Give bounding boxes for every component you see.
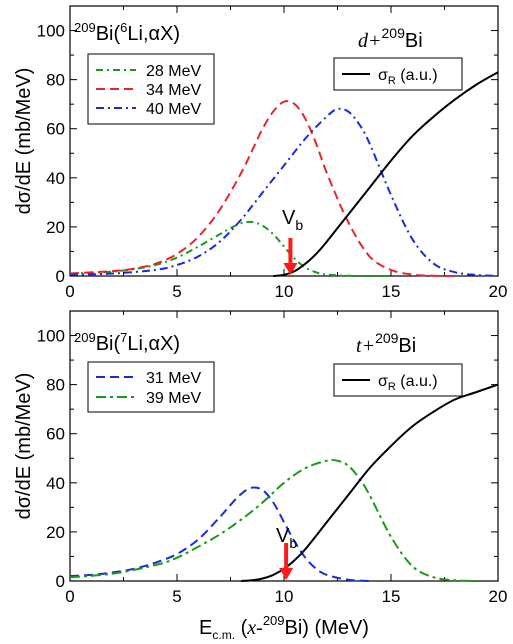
reaction-bottom-sup: 209	[375, 330, 399, 346]
title-bottom-sup: 7	[120, 330, 127, 345]
y-tick-label: 20	[46, 523, 65, 542]
barrier-arrow-top	[283, 238, 298, 275]
barrier-arrow-bottom	[279, 543, 294, 580]
series-line-0	[69, 220, 391, 277]
y-tick-label: 80	[46, 376, 65, 395]
reaction-top-pre: d+	[358, 30, 382, 52]
x-tick-label: 5	[172, 587, 181, 606]
title-top-post: Li,αX)	[127, 23, 180, 45]
x-tick-label: 10	[275, 587, 294, 606]
x-tick-label: 20	[489, 587, 508, 606]
legend-label-28mev: 28 MeV	[146, 63, 201, 80]
legend-label-sigma-bottom: σR (a.u.)	[378, 373, 438, 393]
panel-title-bottom: 209Bi(7Li,αX)	[74, 330, 180, 355]
y-tick-label: 100	[37, 22, 65, 41]
y-tick-label: 60	[46, 425, 65, 444]
sigma-bottom-main: σ	[378, 373, 388, 390]
x-tick-label: 20	[489, 282, 508, 301]
series-line-0	[69, 486, 370, 582]
panel-title-top: 209Bi(6Li,αX)	[74, 20, 180, 45]
barrier-top-sub: b	[295, 217, 303, 233]
series-line-2	[69, 107, 499, 277]
reaction-label-bottom: t+209Bi	[356, 330, 416, 357]
reaction-bottom-pre: t+	[356, 335, 375, 357]
xlabel-ital: x-	[246, 617, 263, 639]
y-tick-label: 40	[46, 169, 65, 188]
x-tick-label: 0	[65, 282, 74, 301]
xlabel-post: Bi) (MeV)	[285, 617, 369, 639]
y-tick-label: 0	[56, 267, 65, 286]
series-line-1	[69, 458, 477, 582]
title-bottom-pre: 209	[74, 330, 96, 345]
barrier-label-bottom: Vb	[276, 525, 297, 551]
plot-frame-top	[69, 5, 499, 277]
y-tick-label: 20	[46, 218, 65, 237]
y-axis-label-top: dσ/dE (mb/MeV)	[13, 68, 35, 215]
y-tick-label: 80	[46, 71, 65, 90]
axis-ticks-bottom: 0 5 10 15 20 0 20 40 60 80 100	[37, 311, 508, 606]
y-tick-label: 100	[37, 327, 65, 346]
sigma-top-post: (a.u.)	[396, 67, 438, 84]
series-line-2	[241, 383, 499, 582]
x-tick-label: 10	[275, 282, 294, 301]
barrier-label-top: Vb	[282, 207, 303, 233]
xlabel-sub: c.m.	[212, 628, 235, 642]
title-bottom-post: Li,αX)	[127, 333, 180, 355]
x-tick-label: 15	[382, 587, 401, 606]
reaction-label-top: d+209Bi	[358, 25, 423, 52]
barrier-bottom-sub: b	[289, 535, 297, 551]
series-line-1	[69, 100, 456, 277]
y-tick-label: 0	[56, 572, 65, 591]
barrier-top-v: V	[282, 207, 296, 229]
series-line-3	[273, 71, 499, 277]
x-tick-label: 5	[172, 282, 181, 301]
legend-label-sigma-top: σR (a.u.)	[378, 67, 438, 87]
reaction-top-post: Bi	[405, 30, 423, 52]
legend-label-31mev: 31 MeV	[146, 370, 201, 387]
y-tick-label: 60	[46, 120, 65, 139]
title-top-sup: 6	[120, 20, 127, 35]
reaction-bottom-post: Bi	[398, 335, 416, 357]
sigma-top-main: σ	[378, 67, 388, 84]
xlabel-sup: 209	[263, 613, 285, 628]
series-lines-top	[69, 71, 499, 277]
title-top-mid: Bi(	[96, 23, 121, 45]
axis-ticks-top: 0 5 10 15 20 0 20 40 60 80 100	[37, 6, 508, 301]
y-tick-label: 40	[46, 474, 65, 493]
legend-label-34mev: 34 MeV	[146, 82, 201, 99]
sigma-bottom-post: (a.u.)	[396, 373, 438, 390]
legend-label-40mev: 40 MeV	[146, 101, 201, 118]
legend-box-bottom	[87, 361, 215, 413]
reaction-top-sup: 209	[382, 25, 406, 41]
title-bottom-mid: Bi(	[96, 333, 121, 355]
sigma-bottom-sub: R	[388, 381, 396, 393]
x-tick-label: 15	[382, 282, 401, 301]
x-axis-label: Ec.m. (x-209Bi) (MeV)	[199, 613, 369, 642]
title-top-pre: 209	[74, 20, 96, 35]
y-axis-label-bottom: dσ/dE (mb/MeV)	[13, 373, 35, 520]
x-tick-label: 0	[65, 587, 74, 606]
xlabel-mid: (	[235, 617, 248, 639]
xlabel-pre: E	[199, 617, 212, 639]
sigma-top-sub: R	[388, 75, 396, 87]
barrier-arrow-head	[279, 568, 294, 580]
barrier-arrow-head	[283, 263, 298, 275]
series-lines-bottom	[69, 383, 499, 582]
barrier-bottom-v: V	[276, 525, 290, 547]
legend-label-39mev: 39 MeV	[146, 390, 201, 407]
legend-box-top	[87, 53, 215, 125]
